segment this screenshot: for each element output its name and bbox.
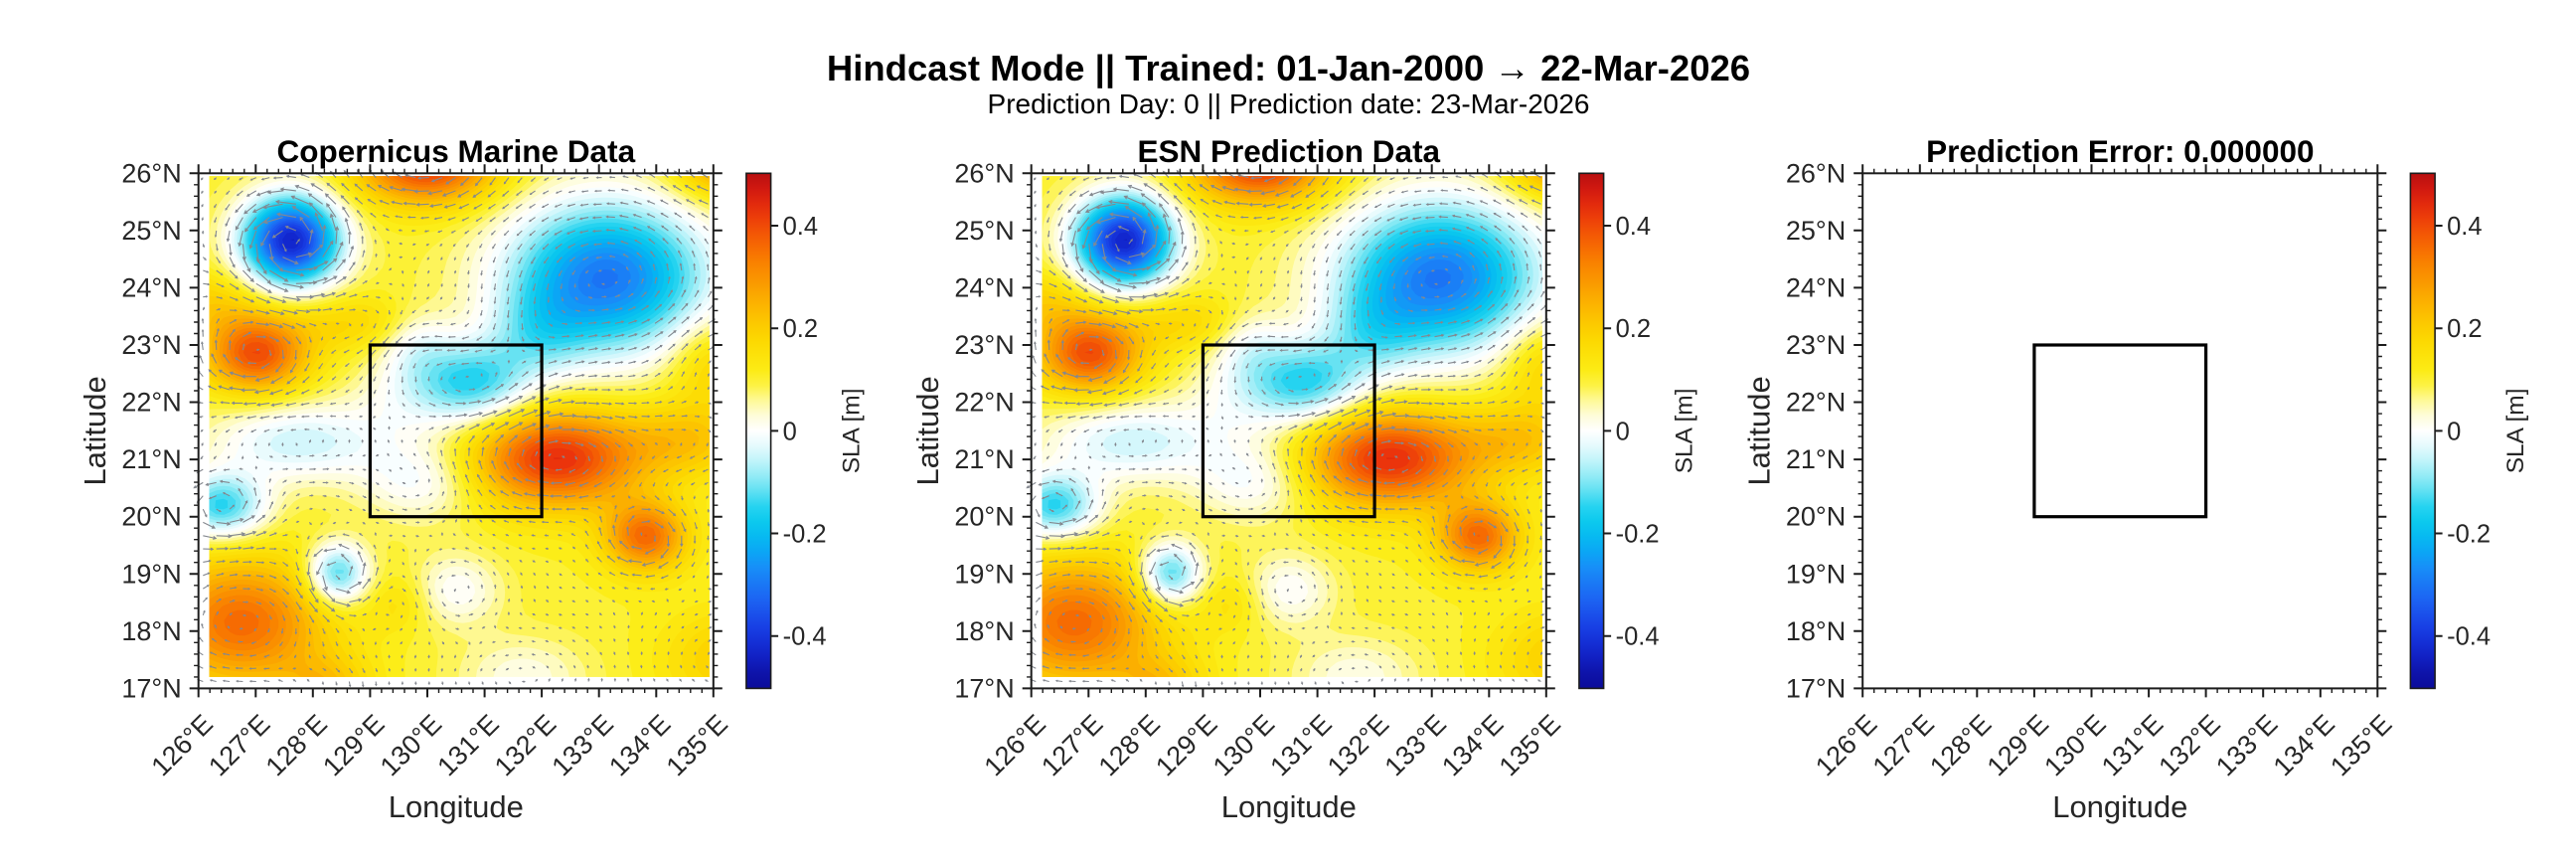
svg-text:Copernicus Marine Data: Copernicus Marine Data	[277, 133, 636, 169]
svg-text:Hindcast Mode || Trained: 01-J: Hindcast Mode || Trained: 01-Jan-2000 → …	[827, 48, 1750, 89]
svg-text:Prediction Error: 0.000000: Prediction Error: 0.000000	[1926, 133, 2314, 169]
svg-text:Prediction Day: 0 || Predictio: Prediction Day: 0 || Prediction date: 23…	[988, 88, 1590, 119]
svg-text:ESN Prediction Data: ESN Prediction Data	[1138, 133, 1441, 169]
